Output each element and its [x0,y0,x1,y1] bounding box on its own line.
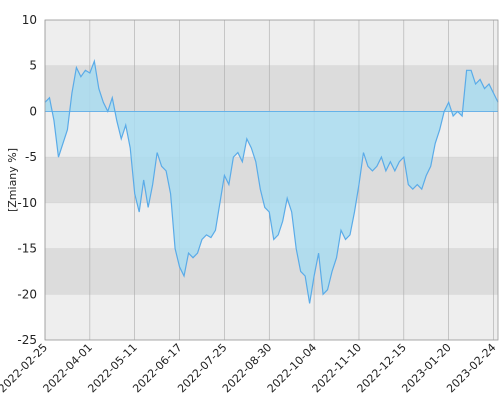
y-tick-label: 0 [29,104,37,118]
band [45,248,498,295]
area [45,61,498,304]
y-tick-label: 10 [22,13,37,27]
y-tick-label: -20 [17,287,37,301]
y-tick-label: -25 [17,333,37,347]
y-tick-label: -5 [25,150,37,164]
band [45,65,498,112]
y-tick-label: -15 [17,242,37,256]
y-axis-label: [Zmiany %] [6,148,19,212]
plot-frame [44,19,499,341]
band [45,20,498,66]
y-tick-label: 5 [29,59,37,73]
y-tick-label: -10 [17,196,37,210]
band [45,294,498,340]
line [44,58,499,304]
